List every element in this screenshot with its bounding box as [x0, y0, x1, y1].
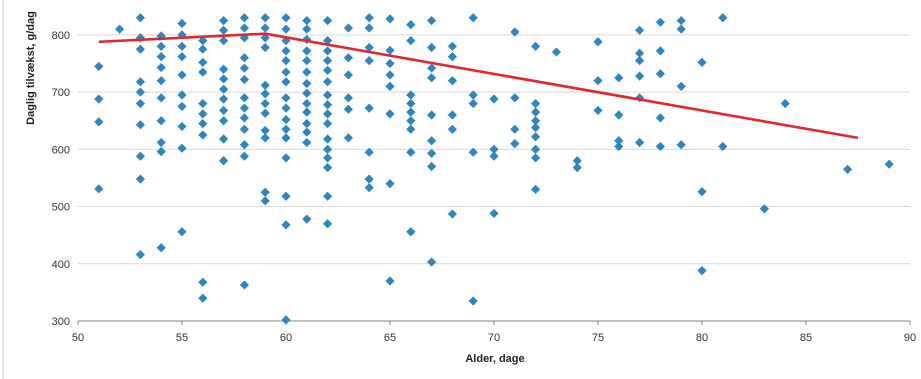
x-axis-title: Alder, dage	[465, 353, 524, 365]
x-tick-label-90: 90	[904, 332, 916, 344]
x-tick-label-75: 75	[592, 332, 604, 344]
y-tick-label-600: 600	[52, 144, 70, 156]
x-tick-label-55: 55	[176, 332, 188, 344]
x-tick-label-65: 65	[384, 332, 396, 344]
y-tick-label-400: 400	[52, 259, 70, 271]
y-tick-label-800: 800	[52, 30, 70, 42]
y-tick-label-500: 500	[52, 202, 70, 214]
y-tick-label-700: 700	[52, 87, 70, 99]
y-axis-title: Daglig tilvækst, g/dag	[25, 11, 37, 125]
x-tick-label-80: 80	[696, 332, 708, 344]
x-tick-label-85: 85	[800, 332, 812, 344]
y-tick-label-300: 300	[52, 316, 70, 328]
x-tick-label-60: 60	[280, 332, 292, 344]
x-tick-label-50: 50	[72, 332, 84, 344]
x-tick-label-70: 70	[488, 332, 500, 344]
